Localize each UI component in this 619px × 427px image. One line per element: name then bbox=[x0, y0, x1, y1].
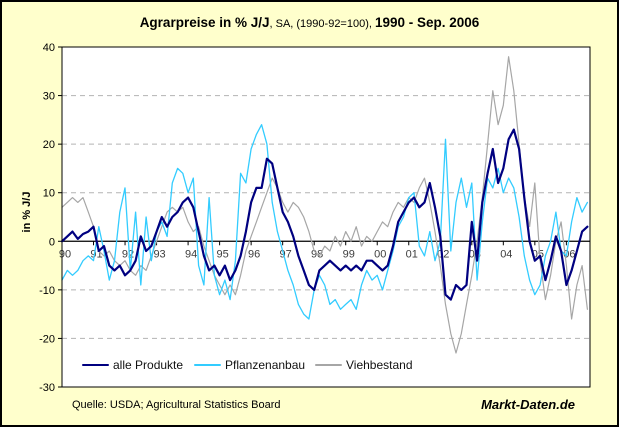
legend-item-pflanzenanbau: Pflanzenanbau bbox=[194, 358, 305, 372]
legend-line-gray-icon bbox=[315, 364, 342, 366]
chart-title-main: Agrarpreise in % J/J bbox=[139, 15, 270, 30]
footer-source-text: Quelle: USDA; Agricultural Statistics Bo… bbox=[72, 399, 281, 411]
svg-text:-10: -10 bbox=[39, 285, 55, 297]
svg-text:01: 01 bbox=[406, 248, 418, 260]
legend-item-alle-produkte: alle Produkte bbox=[82, 358, 183, 372]
svg-text:05: 05 bbox=[532, 248, 544, 260]
legend-item-viehbestand: Viehbestand bbox=[315, 358, 413, 372]
svg-text:00: 00 bbox=[374, 248, 386, 260]
chart-legend: alle Produkte Pflanzenanbau Viehbestand bbox=[2, 358, 617, 372]
svg-text:0: 0 bbox=[49, 236, 55, 248]
svg-text:93: 93 bbox=[153, 248, 165, 260]
legend-label-alle-produkte: alle Produkte bbox=[113, 358, 184, 372]
svg-text:99: 99 bbox=[343, 248, 355, 260]
chart-title: Agrarpreise in % J/J, SA, (1990-92=100),… bbox=[2, 14, 617, 32]
legend-line-navy-icon bbox=[82, 363, 109, 367]
legend-line-cyan-icon bbox=[194, 364, 221, 366]
footer-brand-text: Markt-Daten.de bbox=[481, 397, 575, 412]
svg-text:95: 95 bbox=[216, 248, 228, 260]
legend-label-viehbestand: Viehbestand bbox=[346, 358, 413, 372]
legend-label-pflanzenanbau: Pflanzenanbau bbox=[225, 358, 306, 372]
svg-text:04: 04 bbox=[500, 248, 512, 260]
chart-title-subnote: , SA, (1990-92=100), bbox=[269, 18, 375, 30]
svg-text:90: 90 bbox=[59, 248, 71, 260]
chart-title-range: 1990 - Sep. 2006 bbox=[374, 15, 480, 30]
svg-text:-30: -30 bbox=[39, 382, 55, 394]
svg-text:94: 94 bbox=[185, 248, 197, 260]
svg-text:30: 30 bbox=[43, 91, 55, 103]
svg-text:06: 06 bbox=[563, 248, 575, 260]
svg-text:96: 96 bbox=[248, 248, 260, 260]
svg-text:10: 10 bbox=[43, 188, 55, 200]
svg-text:-20: -20 bbox=[39, 333, 55, 345]
svg-text:91: 91 bbox=[90, 248, 102, 260]
svg-text:40: 40 bbox=[43, 42, 55, 54]
svg-text:20: 20 bbox=[43, 139, 55, 151]
svg-text:92: 92 bbox=[122, 248, 134, 260]
svg-text:97: 97 bbox=[280, 248, 292, 260]
svg-text:02: 02 bbox=[437, 248, 449, 260]
